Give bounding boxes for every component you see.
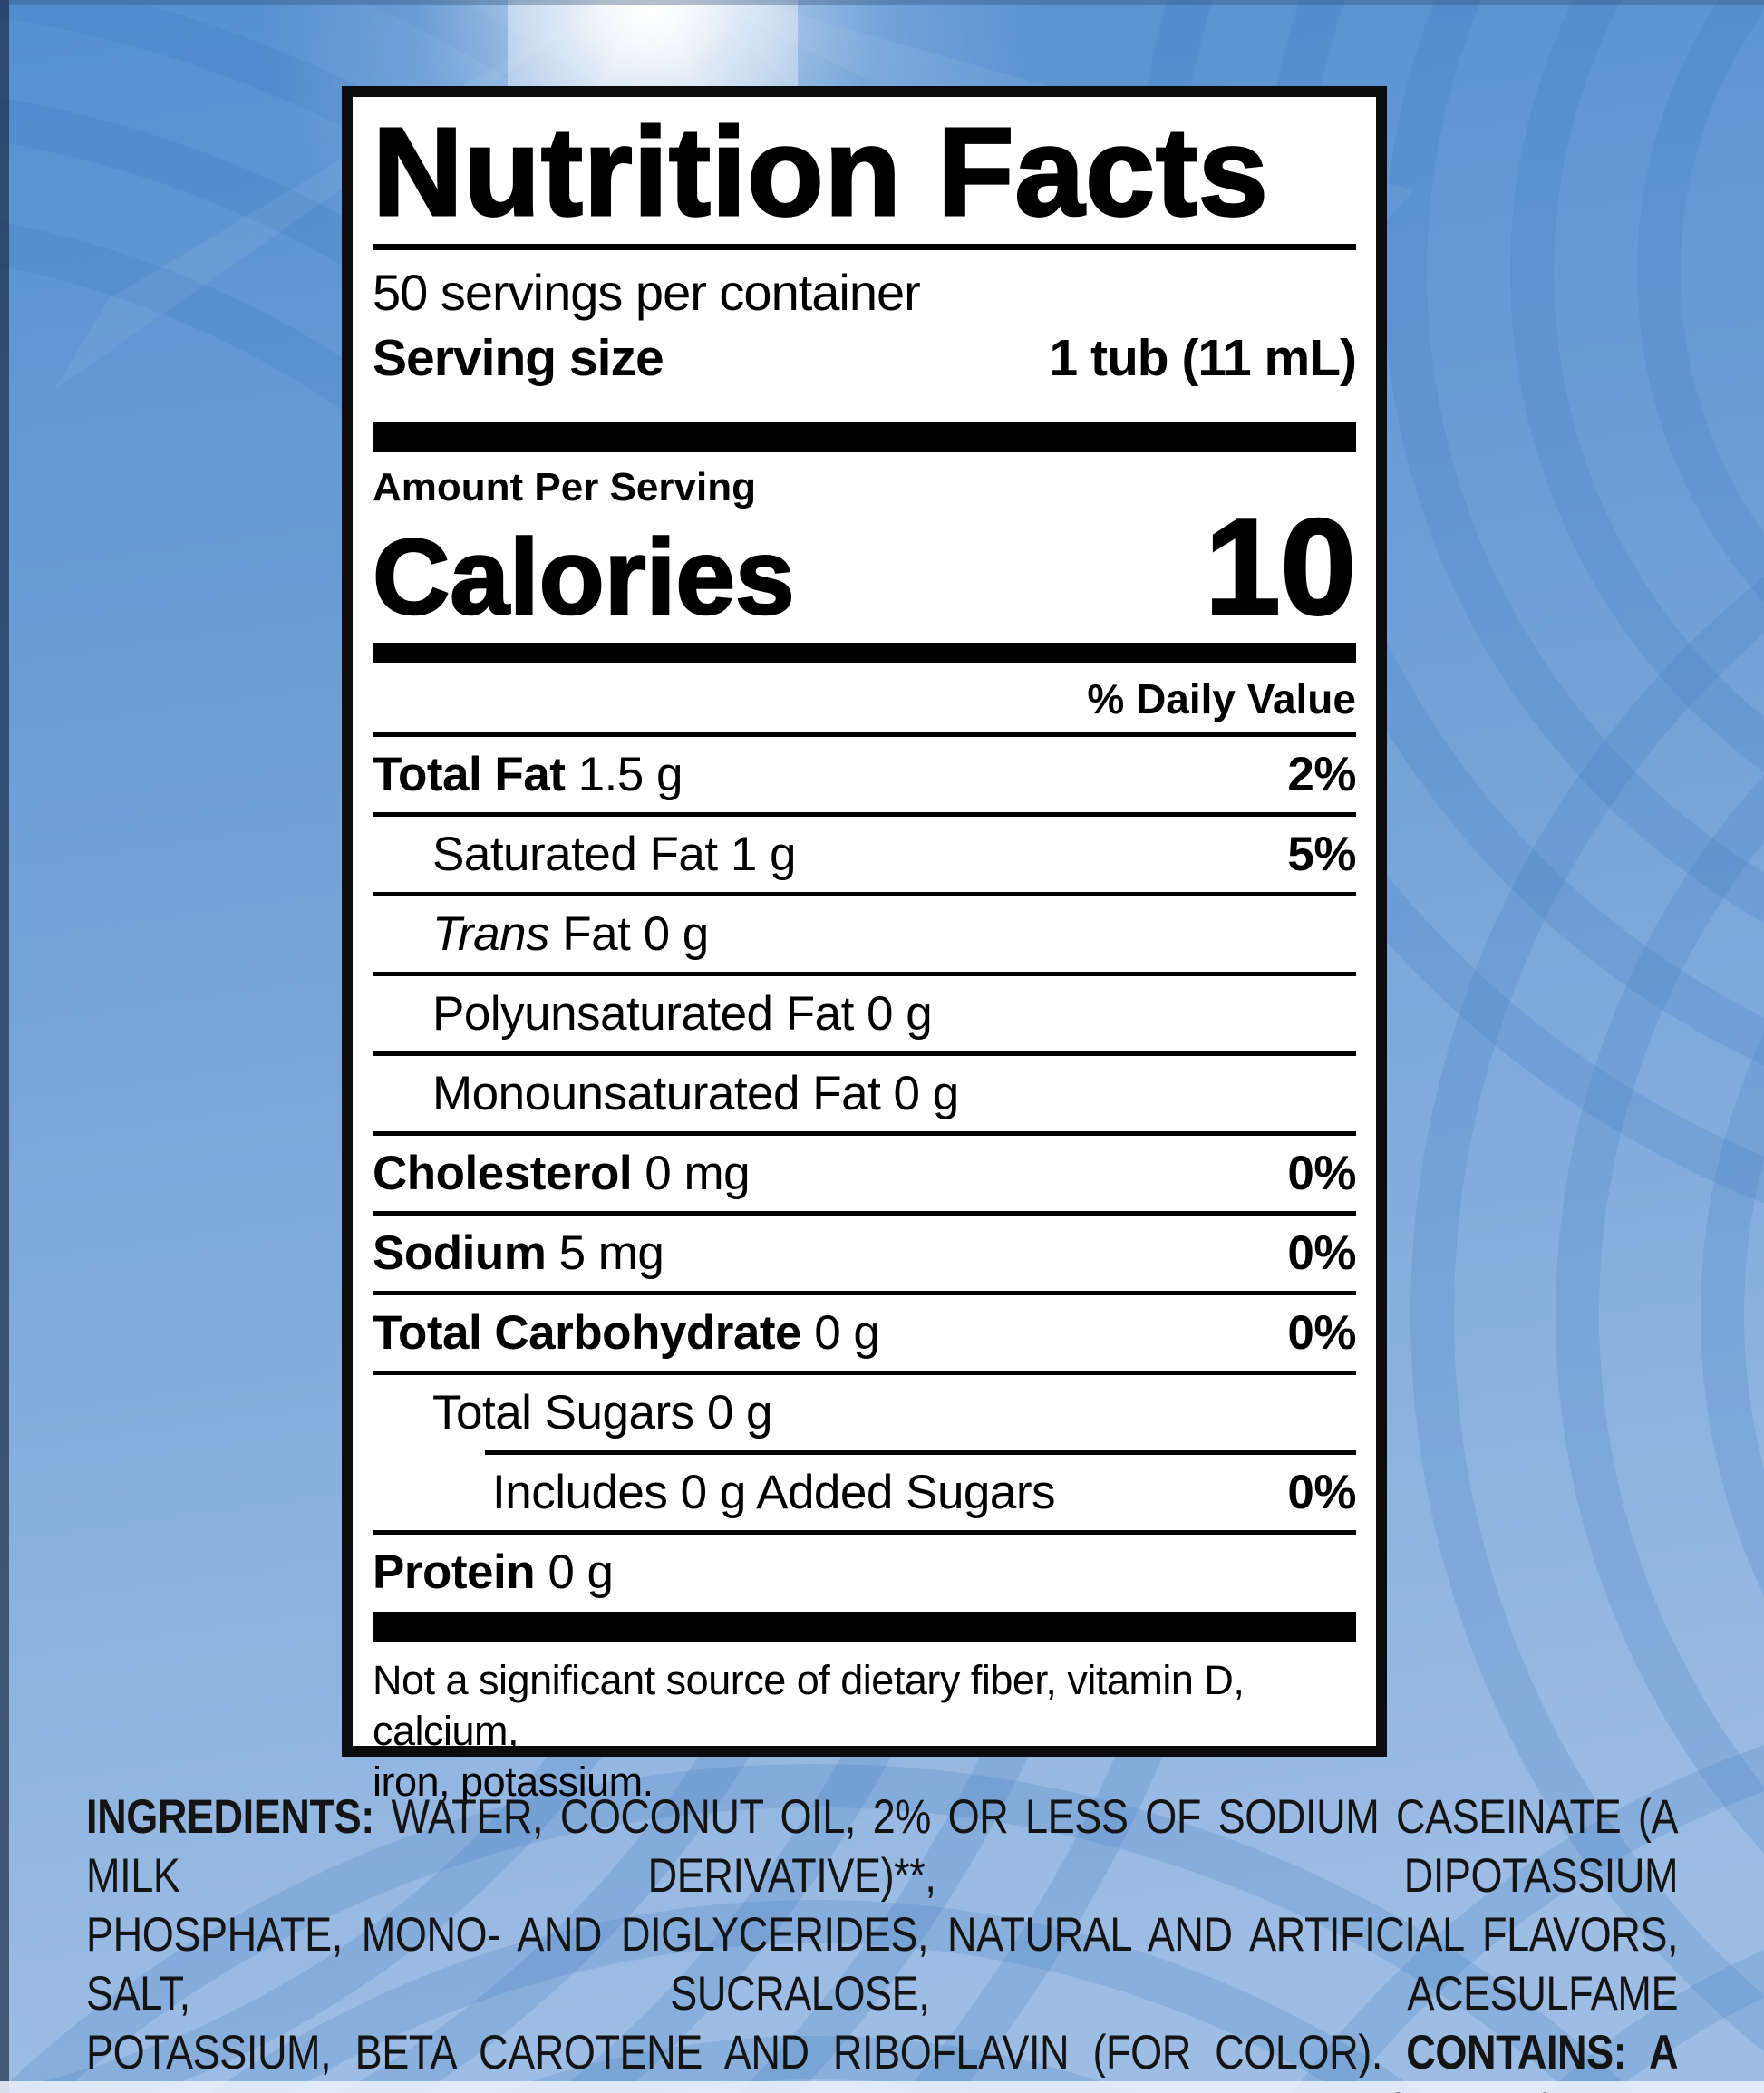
nutrient-name: Trans Fat 0 g — [432, 907, 709, 961]
nutrient-rows: Total Fat 1.5 g 2% Saturated Fat 1 g 5% Tran… — [373, 737, 1356, 1610]
nutrition-facts-panel: Nutrition Facts 50 servings per containe… — [342, 86, 1387, 1805]
nutrient-row-monounsaturated-fat: Monounsaturated Fat 0 g — [373, 1056, 1356, 1136]
nutrient-row-trans-fat: Trans Fat 0 g — [373, 896, 1356, 976]
nutrient-name: Sodium 5 mg — [373, 1226, 664, 1280]
nutrient-name: Cholesterol 0 mg — [373, 1147, 751, 1200]
nutrient-name: Monounsaturated Fat 0 g — [432, 1067, 959, 1120]
nutrient-row-total-sugars: Total Sugars 0 g — [373, 1375, 1356, 1450]
thick-divider-bottom — [373, 1612, 1356, 1642]
serving-size-value: 1 tub (11 mL) — [1049, 329, 1357, 387]
thick-divider-top — [373, 422, 1356, 452]
ingredients-line: POTASSIUM, BETA CAROTENE AND RIBOFLAVIN … — [86, 2026, 1679, 2093]
nutrient-name: Total Sugars 0 g — [432, 1386, 773, 1439]
nutrient-row-sodium: Sodium 5 mg 0% — [373, 1216, 1356, 1295]
nutrient-daily-value: 2% — [1287, 748, 1356, 801]
nutrient-daily-value: 0% — [1287, 1147, 1356, 1200]
title-divider — [373, 244, 1356, 250]
nutrient-daily-value: 5% — [1287, 828, 1356, 881]
nutrient-row-polyunsaturated-fat: Polyunsaturated Fat 0 g — [373, 976, 1356, 1056]
indented-divider — [485, 1450, 1356, 1455]
calories-label: Calories — [372, 518, 796, 637]
nutrient-name: Polyunsaturated Fat 0 g — [432, 987, 933, 1041]
serving-size-row: Serving size 1 tub (11 mL) — [373, 329, 1357, 387]
nutrient-row-cholesterol: Cholesterol 0 mg 0% — [373, 1136, 1356, 1216]
nutrient-daily-value: 0% — [1287, 1306, 1356, 1360]
ingredients-line: INGREDIENTS: WATER, COCONUT OIL, 2% OR L… — [86, 1790, 1679, 1903]
thick-divider-calories — [373, 643, 1356, 663]
nutrient-daily-value: 0% — [1287, 1226, 1356, 1280]
servings-per-container: 50 servings per container — [373, 264, 921, 321]
nutrient-name: Saturated Fat 1 g — [432, 828, 797, 881]
footnote-line: Not a significant source of dietary fibe… — [373, 1657, 1245, 1754]
daily-value-header: % Daily Value — [373, 663, 1356, 737]
nutrient-row-saturated-fat: Saturated Fat 1 g 5% — [373, 817, 1356, 896]
nutrient-name: Total Carbohydrate 0 g — [373, 1306, 880, 1360]
nutrition-facts-title: Nutrition Facts — [372, 102, 1270, 242]
nutrient-name: Protein 0 g — [373, 1546, 614, 1599]
nutrient-row-total-fat: Total Fat 1.5 g 2% — [373, 737, 1356, 817]
calories-row: Calories 10 — [372, 490, 1358, 643]
calories-value: 10 — [1204, 490, 1358, 643]
nutrient-daily-value: 0% — [1287, 1466, 1356, 1519]
nutrient-name: Includes 0 g Added Sugars — [492, 1466, 1056, 1519]
nutrient-name: Total Fat 1.5 g — [373, 748, 683, 801]
footnote: Not a significant source of dietary fibe… — [373, 1655, 1356, 1807]
ingredients-line: PHOSPHATE, MONO- AND DIGLYCERIDES, NATUR… — [86, 1908, 1679, 2020]
footnote-line: iron, potassium. — [373, 1759, 654, 1805]
ingredients-statement: INGREDIENTS: WATER, COCONUT OIL, 2% OR L… — [86, 1788, 1679, 2093]
amount-per-serving-label: Amount Per Serving — [373, 465, 756, 509]
nutrient-row-total-carbohydrate: Total Carbohydrate 0 g 0% — [373, 1295, 1356, 1375]
serving-size-label: Serving size — [373, 329, 664, 387]
nutrient-row-added-sugars: Includes 0 g Added Sugars 0% — [373, 1455, 1356, 1535]
nutrient-row-protein: Protein 0 g — [373, 1535, 1356, 1610]
